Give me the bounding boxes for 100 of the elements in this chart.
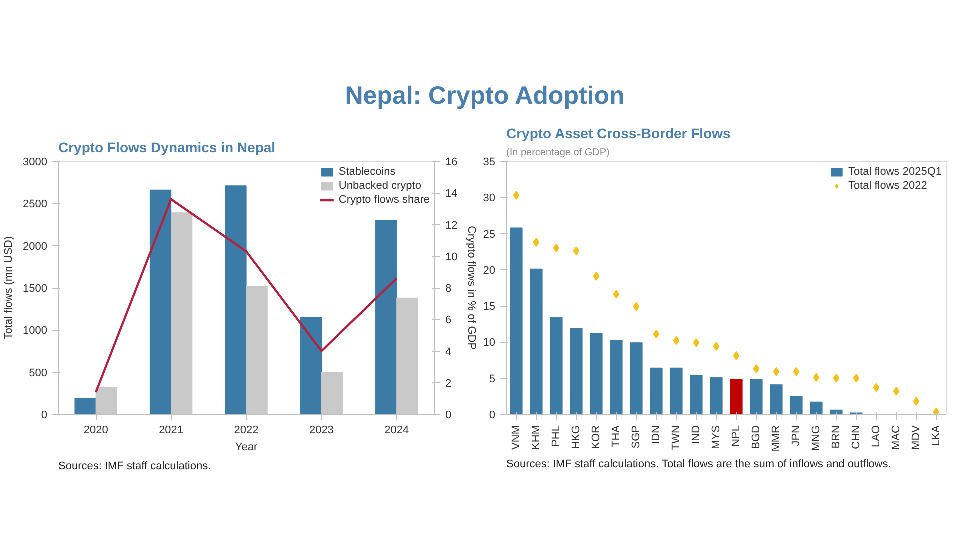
point <box>813 373 820 382</box>
bar <box>630 342 643 414</box>
y2-tick-label: 4 <box>446 346 452 358</box>
text: Nepal: Crypto Adoption <box>344 81 626 112</box>
legend-label: Total flows 2025Q1 <box>848 165 942 178</box>
point <box>693 338 700 348</box>
y-tick-label: 3000 <box>23 156 48 168</box>
point <box>553 244 560 253</box>
x-tick-label: KHM <box>530 425 542 450</box>
y2-tick-label: 16 <box>446 156 458 168</box>
bar <box>710 377 723 414</box>
y-tick-label: 30 <box>483 192 496 205</box>
y-tick-label: 25 <box>483 228 496 241</box>
y-tick-label: 10 <box>483 337 496 350</box>
x-tick-label: VNM <box>510 425 522 450</box>
y2-tick-label: 0 <box>446 410 452 422</box>
y-tick-label: 1000 <box>23 325 48 338</box>
y-tick-label: 0 <box>41 410 48 422</box>
x-tick-label: BGD <box>750 425 762 450</box>
x-tick-label: IND <box>690 425 702 444</box>
y-tick-label: 35 <box>483 156 496 168</box>
point <box>573 246 580 256</box>
bar <box>510 228 523 414</box>
x-tick-label: MDV <box>910 424 922 450</box>
x-tick-label: THA <box>610 424 622 448</box>
point <box>933 408 940 414</box>
chart-subtitle: (In percentage of GDP) <box>506 148 610 158</box>
x-tick-label: CHN <box>850 425 862 450</box>
point <box>893 386 900 396</box>
bar <box>810 402 823 414</box>
y-tick-label: 20 <box>483 264 496 277</box>
x-tick-label: MAC <box>890 425 902 450</box>
y-tick-label: 1500 <box>23 283 48 295</box>
bar <box>650 368 663 414</box>
x-tick-label: LAO <box>870 425 882 448</box>
x-axis-title: Year <box>235 442 258 454</box>
point <box>913 396 920 406</box>
bar <box>570 328 583 414</box>
bar <box>530 268 543 414</box>
y-tick-label: 500 <box>29 367 48 380</box>
source-note: Sources: IMF staff calculations. Total flows are the sum of inflows and outflows. <box>506 458 892 470</box>
legend-label: Unbacked crypto <box>338 179 422 192</box>
bar <box>670 368 683 414</box>
x-tick-label: TWN <box>670 425 682 451</box>
point <box>853 374 860 383</box>
point <box>653 330 660 339</box>
point <box>733 351 740 360</box>
bar <box>750 380 763 414</box>
bar <box>74 398 96 414</box>
point <box>513 190 520 200</box>
point <box>713 342 720 352</box>
bar <box>225 186 247 414</box>
point <box>873 383 880 392</box>
x-tick-label: MMR <box>770 425 782 452</box>
y2-tick-label: 12 <box>446 220 458 232</box>
point <box>613 290 620 300</box>
x-tick-label: JPN <box>790 425 802 446</box>
y-tick-label: 15 <box>483 301 496 314</box>
x-tick-label: SGP <box>630 425 642 449</box>
bar <box>610 340 623 414</box>
x-tick-label: 2021 <box>159 424 184 436</box>
y-tick-label: 5 <box>489 373 496 386</box>
x-tick-label: LKA <box>930 424 942 446</box>
y2-tick-label: 6 <box>446 314 452 327</box>
point <box>533 238 540 247</box>
y-tick-label: 2000 <box>23 240 48 253</box>
y2-tick-label: 2 <box>446 378 452 390</box>
x-tick-label: BRN <box>830 425 842 449</box>
bar <box>550 317 563 414</box>
legend-label: Crypto flows share <box>338 193 430 206</box>
point <box>833 374 840 383</box>
x-tick-label: 2023 <box>309 424 334 436</box>
x-tick-label: KOR <box>590 425 602 450</box>
point <box>773 367 780 376</box>
y2-tick-label: 10 <box>446 251 458 264</box>
x-tick-label: IDN <box>650 425 662 444</box>
bar <box>690 375 703 414</box>
source-note: Sources: IMF staff calculations. <box>58 460 212 472</box>
legend-label: Stablecoins <box>338 165 396 178</box>
x-tick-label: NPL <box>730 425 742 447</box>
y-tick-label: 2500 <box>23 198 48 211</box>
bar <box>590 333 603 414</box>
y2-tick-label: 14 <box>446 188 458 200</box>
bar <box>790 396 803 414</box>
y2-axis-title: Crypto flows in % of GDP <box>466 226 478 350</box>
x-tick-label: MNG <box>810 425 822 452</box>
point <box>633 302 640 312</box>
point <box>593 272 600 281</box>
x-tick-label: 2020 <box>84 424 108 436</box>
x-tick-label: HKG <box>570 425 582 450</box>
legend-label: Total flows 2022 <box>848 179 928 192</box>
chart-title: Crypto Asset Cross-Border Flows <box>506 126 732 142</box>
point <box>793 367 800 376</box>
bar <box>150 190 172 414</box>
point <box>753 364 760 374</box>
bar <box>730 380 743 414</box>
y2-tick-label: 8 <box>446 283 452 295</box>
x-tick-label: 2022 <box>234 424 259 436</box>
bar <box>376 220 398 414</box>
chart-title: Crypto Flows Dynamics in Nepal <box>58 140 276 156</box>
